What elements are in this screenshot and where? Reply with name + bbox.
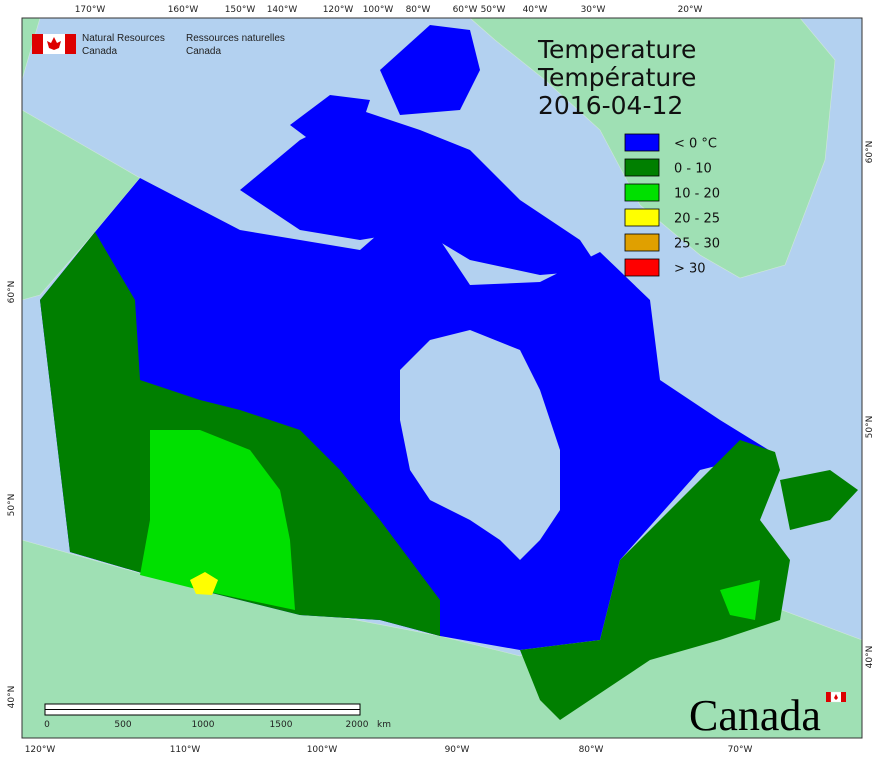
frame — [21, 17, 863, 739]
graticule-label: 50°N — [7, 494, 17, 517]
graticule-label: 50°W — [481, 5, 506, 15]
graticule-label: 100°W — [307, 745, 338, 755]
legend-label: < 0 °C — [674, 137, 717, 152]
scale-label: 2000 — [346, 720, 369, 730]
graticule-label: 20°W — [678, 5, 703, 15]
scale-unit: km — [377, 720, 391, 730]
scale-label: 500 — [114, 720, 131, 730]
canada-regions — [40, 25, 858, 720]
wordmark-flag — [826, 691, 846, 703]
legend-label: 20 - 25 — [674, 212, 720, 227]
org-name-fr: Ressources naturelles — [186, 33, 285, 44]
legend-swatch — [624, 133, 660, 152]
graticule-label: 60°N — [7, 281, 17, 304]
map-date: 2016-04-12 — [538, 91, 683, 120]
legend-swatch — [624, 158, 660, 177]
graticule-label: 150°W — [225, 5, 256, 15]
wordmark: Canada — [689, 691, 821, 740]
legend-label: 0 - 10 — [674, 162, 712, 177]
legend-swatch — [624, 233, 660, 252]
graticule-label: 100°W — [363, 5, 394, 15]
graticule-label: 110°W — [170, 745, 201, 755]
graticule-label: 40°W — [523, 5, 548, 15]
graticule-label: 160°W — [168, 5, 199, 15]
scale-label: 0 — [44, 720, 50, 730]
graticule-label: 30°W — [581, 5, 606, 15]
map-title: Température — [537, 63, 696, 92]
graticule-label: 80°W — [579, 745, 604, 755]
graticule-label: 40°N — [7, 686, 17, 709]
graticule-label: 170°W — [75, 5, 106, 15]
scale-label: 1000 — [192, 720, 215, 730]
graticule-label: 40°N — [865, 646, 875, 669]
graticule-label: 80°W — [406, 5, 431, 15]
graticule-label: 60°N — [865, 141, 875, 164]
graticule-label: 120°W — [25, 745, 56, 755]
org-name-en: Canada — [82, 46, 117, 57]
legend-label: 10 - 20 — [674, 187, 720, 202]
graticule-label: 90°W — [445, 745, 470, 755]
map-title: Temperature — [537, 35, 696, 64]
graticule-label: 120°W — [323, 5, 354, 15]
legend-label: 25 - 30 — [674, 237, 720, 252]
graticule-label: 60°W — [453, 5, 478, 15]
org-name-en: Natural Resources — [82, 33, 165, 44]
graticule-label: 50°N — [865, 416, 875, 439]
logo-flag — [32, 34, 76, 54]
scale-label: 1500 — [270, 720, 293, 730]
legend-swatch — [624, 183, 660, 202]
graticule-label: 140°W — [267, 5, 298, 15]
legend-swatch — [624, 258, 660, 277]
legend-swatch — [624, 208, 660, 227]
legend-label: > 30 — [674, 262, 706, 277]
graticule-label: 70°W — [728, 745, 753, 755]
org-name-fr: Canada — [186, 46, 221, 57]
